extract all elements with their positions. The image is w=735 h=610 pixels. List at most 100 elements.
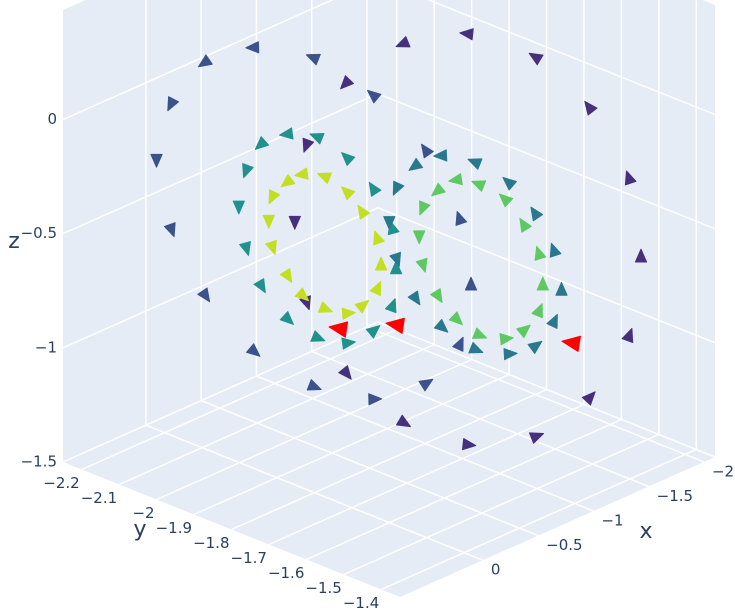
cone (546, 313, 558, 329)
cone (431, 182, 446, 197)
y-tick-label: −2.2 (43, 474, 79, 492)
z-tick-label: 0 (47, 110, 57, 128)
cone (373, 230, 385, 246)
cone (448, 311, 463, 326)
y-tick-label: −1.8 (193, 534, 229, 552)
y-axis-title: y (133, 517, 146, 542)
cone (317, 172, 332, 184)
cone (341, 337, 356, 350)
cone (415, 257, 428, 273)
cone (167, 96, 180, 112)
cone (433, 319, 449, 333)
z-axis-title: z (8, 229, 20, 254)
cone (498, 193, 514, 208)
cone (468, 342, 484, 354)
cone (624, 170, 637, 186)
cone (385, 317, 405, 334)
cone (294, 287, 309, 302)
cone (392, 180, 405, 196)
cone (528, 52, 544, 66)
cone (164, 222, 176, 238)
cone (375, 256, 388, 271)
cone (413, 230, 426, 245)
y-tick-label: −1.6 (268, 564, 304, 582)
cone (305, 53, 321, 66)
cone (279, 268, 293, 283)
z-tick-label: −1 (35, 338, 57, 356)
cone (472, 327, 488, 339)
grid-line (156, 358, 472, 501)
cone (430, 288, 443, 303)
cone (280, 174, 296, 188)
cone (253, 278, 266, 294)
x-tick-label: 0 (491, 561, 501, 579)
grid-line (62, 207, 379, 349)
cone (561, 335, 581, 352)
scene-labels: z y x −1.5 −1 −0.5 0 0 −0.5 −1 −1.5 −2 −2.2−2.1 −2… (8, 110, 734, 610)
y-tick-label: −1.9 (156, 519, 192, 537)
cone (536, 276, 549, 291)
cone (265, 239, 277, 255)
cone (288, 215, 301, 230)
cone (367, 89, 382, 104)
cone (499, 333, 514, 346)
cone (395, 36, 411, 48)
y-tick-label: −2.1 (81, 489, 117, 507)
cone (534, 245, 547, 261)
cone (390, 260, 403, 275)
cone (341, 152, 356, 166)
cone (389, 251, 401, 267)
cone (455, 211, 468, 226)
grid-line (343, 433, 660, 576)
scene-marks (150, 28, 648, 451)
grid-line (118, 343, 435, 486)
grid-line (306, 418, 622, 561)
cone (464, 276, 478, 291)
cone (338, 365, 352, 380)
grid-line (231, 388, 547, 531)
cone (340, 75, 354, 90)
grid-line (62, 0, 334, 121)
cone (408, 157, 424, 171)
cone (279, 311, 294, 325)
cone (396, 414, 411, 428)
z-tick-label: −0.5 (21, 224, 57, 242)
y-tick-label: −1.7 (231, 549, 267, 567)
cone (421, 143, 434, 159)
cone (357, 204, 371, 220)
cone (433, 149, 448, 162)
cone (471, 180, 487, 192)
x-tick-label: −2 (712, 462, 734, 480)
cone (549, 242, 562, 258)
cone (531, 303, 543, 319)
cone (383, 216, 396, 230)
wall-y (63, 0, 378, 462)
x-tick-label: −0.5 (546, 536, 582, 554)
cone (502, 177, 517, 191)
cone (584, 100, 598, 116)
cone (368, 393, 383, 406)
cone (279, 127, 294, 140)
cone (384, 298, 397, 314)
cone (369, 281, 382, 296)
z-tick-label: −1.5 (21, 453, 57, 471)
y-tick-label: −2 (132, 504, 154, 522)
grid-line (62, 321, 379, 463)
cone (503, 348, 518, 361)
x-tick-label: −1.5 (657, 487, 693, 505)
cone (407, 290, 421, 306)
cone (150, 153, 163, 168)
cone (197, 287, 211, 303)
cone (242, 163, 254, 179)
cone (419, 200, 431, 216)
cone (516, 324, 531, 339)
cone (317, 301, 333, 313)
y-tick-label: −1.4 (343, 594, 379, 610)
cone (310, 330, 326, 342)
cone (268, 189, 281, 205)
grid-line (193, 373, 510, 516)
cone (245, 41, 260, 54)
cone (306, 379, 322, 391)
cone (448, 173, 463, 186)
